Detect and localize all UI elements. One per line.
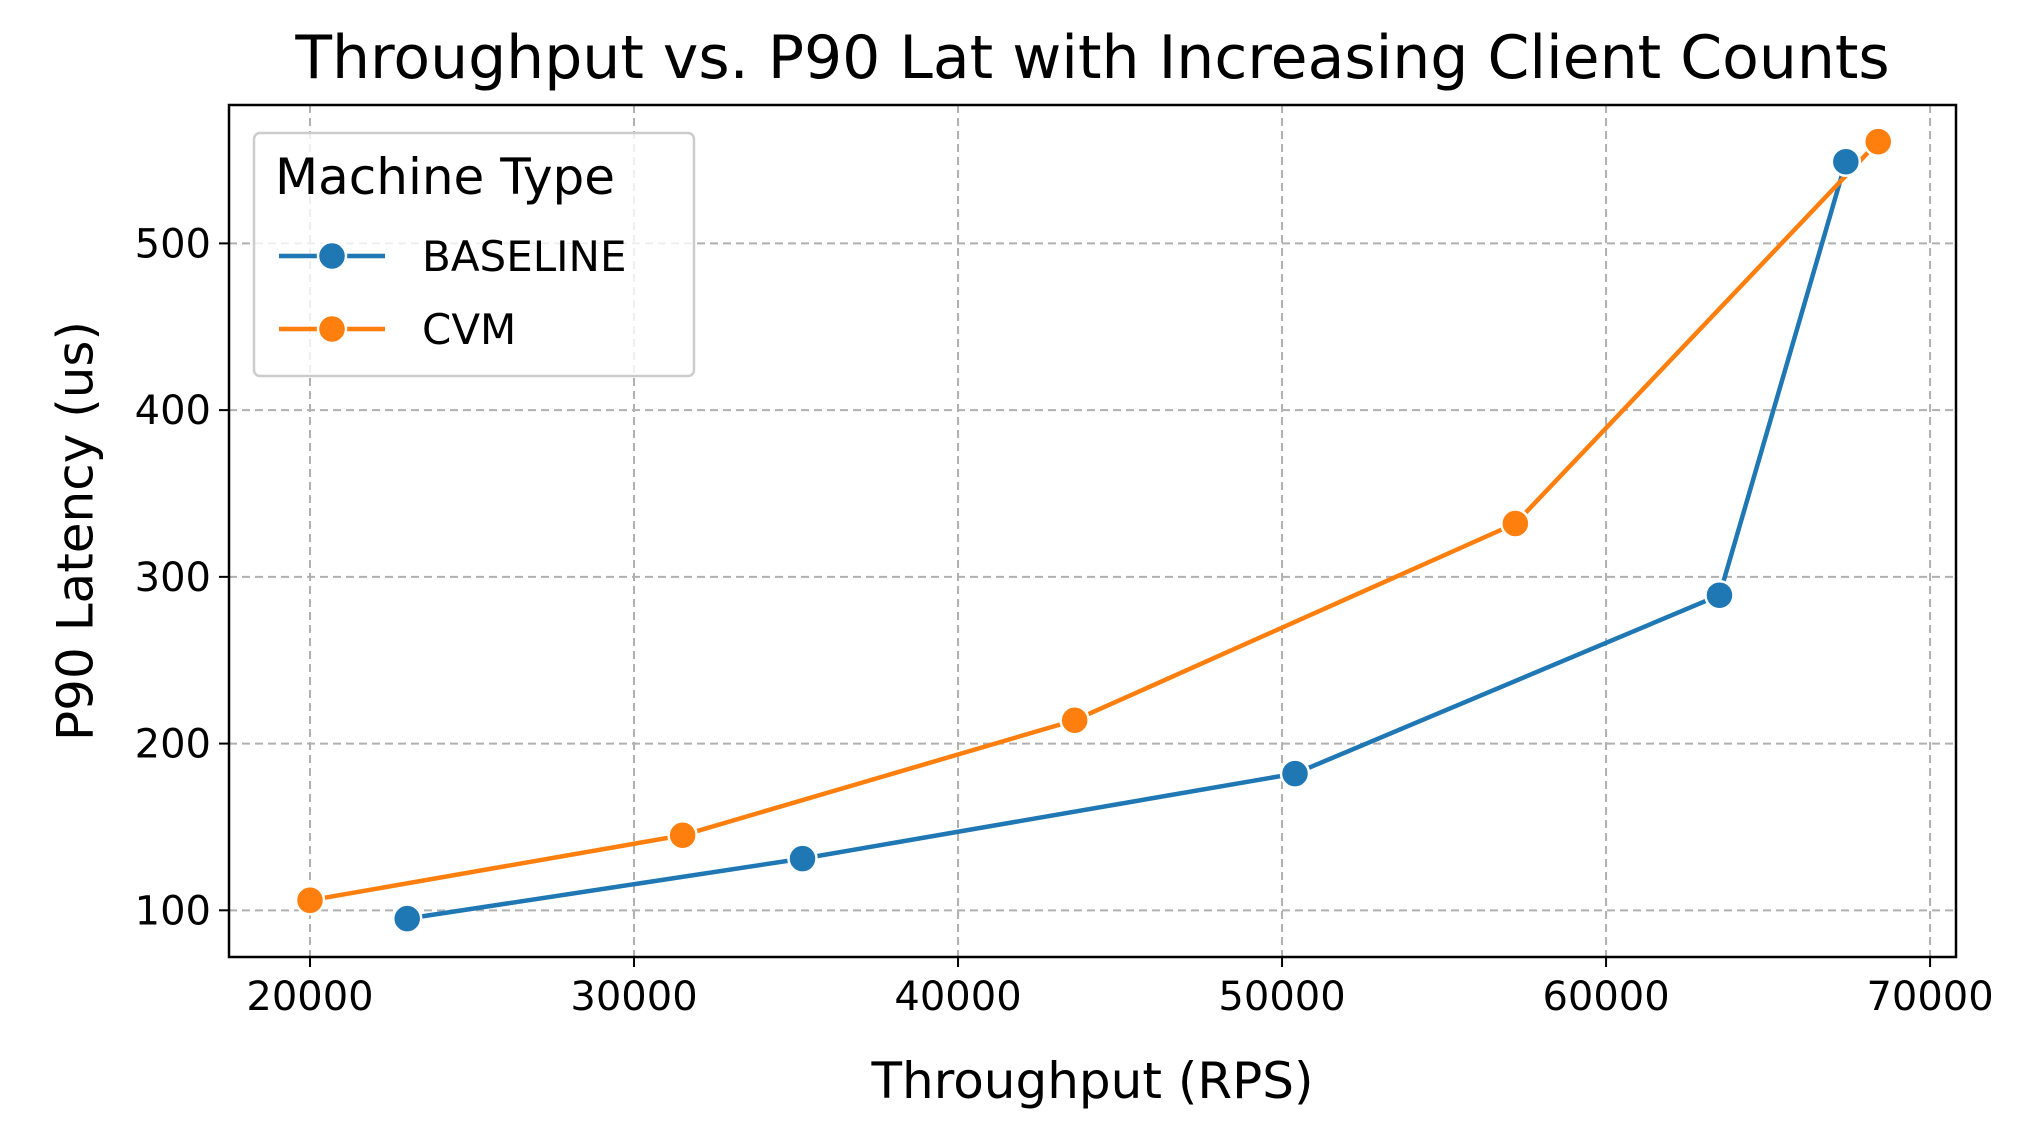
y-tick-label: 400 bbox=[135, 388, 211, 434]
x-tick-label: 60000 bbox=[1542, 974, 1669, 1020]
legend-label: BASELINE bbox=[422, 232, 626, 281]
legend-marker bbox=[316, 313, 348, 345]
legend: Machine Type BASELINE CVM bbox=[252, 131, 696, 378]
x-tick-label: 50000 bbox=[1218, 974, 1345, 1020]
legend-box bbox=[252, 131, 696, 378]
data-point bbox=[667, 820, 698, 851]
data-point bbox=[1059, 704, 1090, 736]
y-tick-label: 200 bbox=[135, 722, 211, 768]
legend-marker bbox=[316, 240, 348, 272]
grid bbox=[229, 105, 1956, 957]
x-tick-label: 20000 bbox=[246, 974, 373, 1020]
data-point bbox=[1704, 579, 1735, 611]
plot-frame bbox=[227, 103, 1958, 959]
legend-entries: BASELINE CVM bbox=[279, 232, 626, 354]
y-tick-label: 100 bbox=[135, 888, 211, 934]
data-point bbox=[1830, 146, 1862, 177]
legend-label: CVM bbox=[422, 305, 516, 354]
x-axis-label: Throughput (RPS) bbox=[871, 1052, 1314, 1110]
y-tick-label: 300 bbox=[135, 555, 211, 601]
data-point bbox=[391, 903, 423, 934]
x-tick-label: 70000 bbox=[1866, 974, 1993, 1020]
legend-title: Machine Type bbox=[275, 148, 615, 206]
data-point bbox=[787, 843, 818, 874]
data-point bbox=[1279, 758, 1311, 789]
axis-ticks: 20000 30000 40000 50000 60000 70000 100 200 300 4… bbox=[135, 221, 1994, 1020]
x-tick-label: 30000 bbox=[570, 974, 697, 1020]
chart-title: Throughput vs. P90 Lat with Increasing C… bbox=[294, 23, 1889, 93]
data-point bbox=[294, 885, 326, 916]
data-point bbox=[1862, 126, 1894, 157]
x-tick-label: 40000 bbox=[894, 974, 1021, 1020]
y-tick-label: 500 bbox=[135, 221, 211, 267]
y-axis-label: P90 Latency (us) bbox=[47, 321, 105, 741]
data-point bbox=[1500, 508, 1531, 539]
series-layer bbox=[294, 126, 1894, 934]
